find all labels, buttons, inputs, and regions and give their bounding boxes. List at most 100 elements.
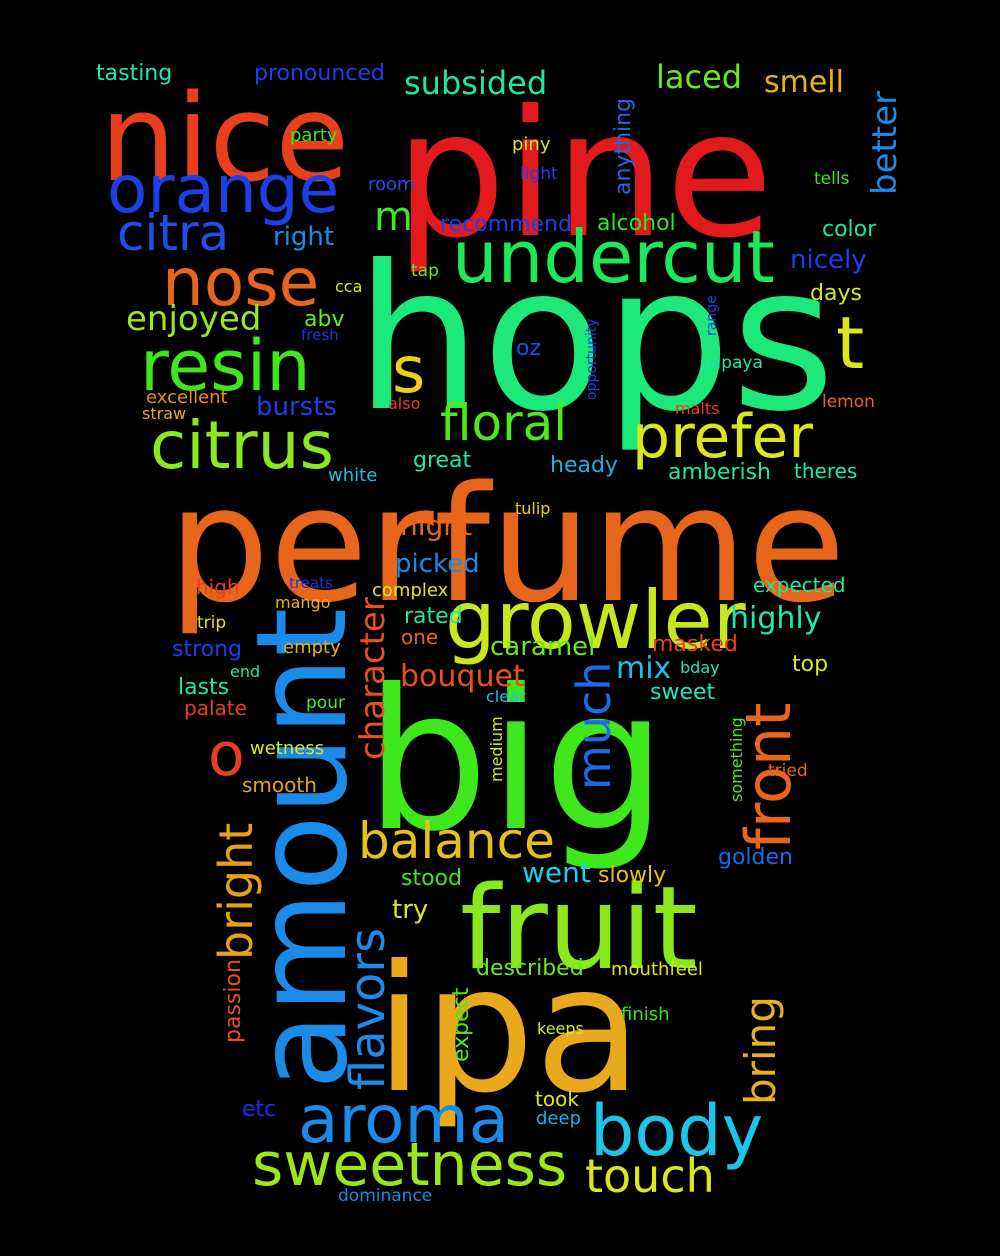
word-masked: masked: [652, 632, 738, 657]
word-cca: cca: [335, 277, 362, 296]
word-oz: oz: [516, 336, 541, 361]
word-trip: trip: [197, 613, 226, 633]
word-prefer: prefer: [632, 402, 813, 472]
word-slowly: slowly: [598, 863, 666, 888]
word-wetness: wetness: [250, 738, 324, 759]
word-growler: growler: [445, 574, 746, 667]
word-keeps: keeps: [537, 1019, 584, 1038]
word-enjoyed: enjoyed: [126, 299, 261, 339]
word-floral: floral: [440, 394, 567, 452]
word-medium: medium: [487, 716, 506, 782]
word-better: better: [865, 91, 905, 195]
word-citra: citra: [117, 204, 229, 262]
word-clear: clear: [486, 687, 526, 706]
word-deep: deep: [536, 1108, 581, 1129]
word-smell: smell: [764, 65, 844, 100]
word-amberish: amberish: [668, 460, 771, 485]
word-stood: stood: [401, 866, 462, 891]
word-s: s: [392, 334, 425, 408]
word-tasting: tasting: [96, 61, 172, 86]
word-took: took: [535, 1087, 579, 1111]
word-abv: abv: [304, 307, 344, 332]
word-ipa: ipa: [375, 929, 642, 1132]
word-much: much: [567, 662, 621, 790]
word-malts: malts: [675, 399, 719, 418]
word-papaya: papaya: [700, 353, 763, 373]
word-strong: strong: [172, 637, 242, 662]
word-pine: pine: [395, 74, 773, 277]
word-hops: hops: [355, 223, 835, 456]
word-resin: resin: [140, 325, 311, 407]
word-orange: orange: [107, 151, 339, 228]
word-t: t: [836, 301, 864, 385]
word-lasts: lasts: [178, 675, 229, 700]
word-fresh: fresh: [301, 326, 339, 344]
word-anything: anything: [611, 98, 636, 195]
word-rated: rated: [404, 604, 463, 629]
word-right: right: [273, 222, 334, 252]
word-nice: nice: [100, 70, 349, 209]
word-light: light: [520, 164, 558, 184]
word-pour: pour: [306, 693, 345, 713]
word-laced: laced: [656, 58, 742, 96]
word-bursts: bursts: [256, 392, 337, 422]
word-one: one: [401, 625, 438, 649]
word-fruit: fruit: [460, 862, 698, 996]
word-big: big: [365, 647, 667, 874]
word-opportunity: opportunity: [584, 318, 600, 400]
word-flavors: flavors: [340, 928, 396, 1090]
word-palate: palate: [184, 696, 247, 720]
word-alcohol: alcohol: [597, 211, 676, 236]
word-piny: piny: [512, 134, 551, 155]
word-subsided: subsided: [404, 64, 547, 102]
word-tulip: tulip: [515, 499, 550, 518]
word-tap: tap: [411, 261, 439, 281]
word-aroma: aroma: [298, 1081, 509, 1158]
word-highly: highly: [730, 601, 822, 636]
word-empty: empty: [283, 637, 341, 658]
word-white: white: [328, 465, 377, 486]
word-something: something: [727, 717, 746, 802]
word-mango: mango: [275, 593, 330, 612]
word-golden: golden: [718, 845, 793, 870]
word-passion: passion: [221, 959, 246, 1043]
word-theres: theres: [794, 459, 857, 483]
word-character: character: [353, 597, 393, 760]
word-pronounced: pronounced: [254, 61, 385, 86]
word-expect: expect: [449, 987, 474, 1062]
word-tells: tells: [814, 169, 850, 189]
word-straw: straw: [142, 404, 186, 423]
word-touch: touch: [585, 1149, 715, 1203]
word-days: days: [810, 281, 862, 306]
word-great: great: [413, 448, 472, 473]
word-bouquet: bouquet: [400, 659, 525, 694]
word-expected: expected: [753, 573, 846, 597]
word-finish: finish: [621, 1004, 670, 1025]
word-excellent: excellent: [146, 387, 228, 408]
word-heady: heady: [550, 453, 618, 478]
word-o: o: [208, 720, 245, 790]
word-end: end: [230, 662, 260, 681]
word-color: color: [822, 217, 877, 242]
word-picked: picked: [395, 549, 480, 579]
word-mix: mix: [616, 651, 671, 686]
word-mouthfeel: mouthfeel: [611, 959, 703, 980]
word-party: party: [290, 125, 338, 146]
word-front: front: [732, 703, 805, 851]
word-also: also: [388, 394, 420, 413]
word-caramel: caramel: [490, 632, 595, 662]
word-recommend: recommend: [440, 212, 572, 237]
word-night: night: [400, 509, 472, 542]
word-treats: treats: [289, 574, 333, 592]
word-try: try: [392, 895, 428, 925]
word-dominance: dominance: [338, 1186, 432, 1206]
word-top: top: [792, 652, 828, 677]
word-bright: bright: [209, 823, 263, 960]
word-sweet: sweet: [650, 680, 716, 705]
word-amount: amount: [230, 608, 375, 1090]
word-smooth: smooth: [242, 773, 317, 797]
word-nose: nose: [162, 244, 319, 321]
word-citrus: citrus: [150, 407, 334, 484]
